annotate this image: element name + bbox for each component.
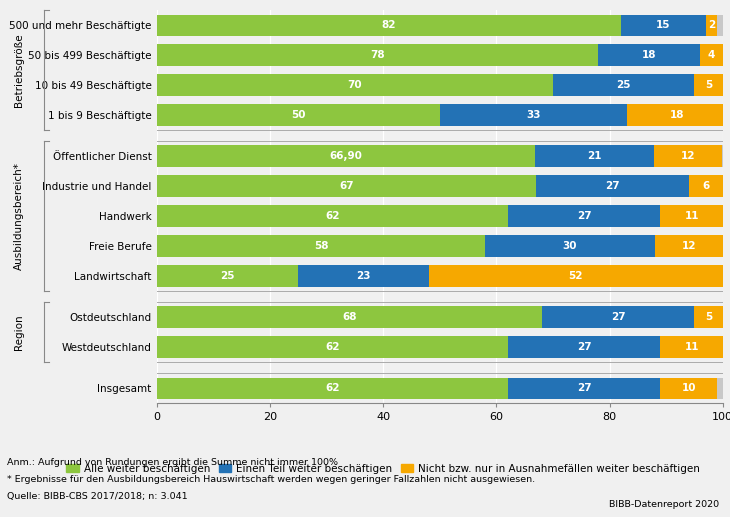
Bar [157, 205, 508, 227]
Bar [654, 145, 722, 167]
Text: Region: Region [14, 314, 24, 350]
Text: 62: 62 [325, 383, 339, 393]
Text: 12: 12 [682, 241, 696, 251]
Text: 18: 18 [670, 110, 685, 120]
Bar [620, 14, 706, 36]
Bar [157, 145, 723, 167]
Bar [157, 74, 723, 96]
Text: * Ergebnisse für den Ausbildungsbereich Hauswirtschaft werden wegen geringer Fal: * Ergebnisse für den Ausbildungsbereich … [7, 475, 535, 483]
Bar [157, 307, 542, 328]
Text: 27: 27 [577, 383, 591, 393]
Bar [694, 307, 723, 328]
Bar [439, 104, 626, 126]
Bar [157, 74, 553, 96]
Text: 30: 30 [563, 241, 577, 251]
Text: 25: 25 [220, 271, 235, 281]
Bar [157, 205, 723, 227]
Bar [429, 265, 723, 286]
Bar [508, 377, 661, 399]
Text: 12: 12 [681, 151, 696, 161]
Bar [626, 104, 729, 126]
Text: BIBB-Datenreport 2020: BIBB-Datenreport 2020 [609, 500, 719, 509]
Text: 15: 15 [656, 20, 671, 31]
Bar [157, 104, 439, 126]
Bar [157, 265, 299, 286]
Bar [542, 307, 694, 328]
Bar [661, 377, 717, 399]
Text: 21: 21 [588, 151, 602, 161]
Text: 27: 27 [605, 181, 620, 191]
Text: 4: 4 [707, 50, 715, 60]
Bar [157, 14, 723, 36]
Bar [485, 235, 655, 257]
Text: 27: 27 [577, 342, 591, 352]
Bar [700, 44, 723, 66]
Bar [157, 235, 485, 257]
Bar [706, 14, 717, 36]
Text: Anm.: Aufgrund von Rundungen ergibt die Summe nicht immer 100%: Anm.: Aufgrund von Rundungen ergibt die … [7, 458, 338, 466]
Text: 18: 18 [642, 50, 656, 60]
Bar [157, 336, 723, 358]
Bar [536, 175, 689, 197]
Bar [508, 336, 661, 358]
Text: 52: 52 [569, 271, 583, 281]
Bar [655, 235, 723, 257]
Text: 62: 62 [325, 342, 339, 352]
Text: 10: 10 [682, 383, 696, 393]
Bar [157, 307, 723, 328]
Bar [157, 265, 723, 286]
Bar [157, 377, 508, 399]
Text: 67: 67 [339, 181, 354, 191]
Text: 58: 58 [314, 241, 328, 251]
Bar [157, 175, 536, 197]
Bar [157, 175, 723, 197]
Text: 62: 62 [325, 211, 339, 221]
Bar [157, 44, 598, 66]
Text: 23: 23 [356, 271, 371, 281]
Bar [694, 74, 723, 96]
Text: 70: 70 [347, 80, 362, 90]
Bar [299, 265, 429, 286]
Bar [688, 175, 723, 197]
Text: 27: 27 [577, 211, 591, 221]
Text: 25: 25 [616, 80, 631, 90]
Bar [508, 205, 661, 227]
Text: 5: 5 [705, 312, 712, 322]
Bar [157, 145, 535, 167]
Text: 11: 11 [684, 342, 699, 352]
Text: 33: 33 [526, 110, 540, 120]
Text: 5: 5 [705, 80, 712, 90]
Bar [661, 336, 723, 358]
Bar [157, 104, 723, 126]
Text: 78: 78 [370, 50, 385, 60]
Bar [157, 14, 620, 36]
Bar [553, 74, 694, 96]
Bar [157, 336, 508, 358]
Bar [598, 44, 700, 66]
Bar [157, 235, 723, 257]
Text: 82: 82 [382, 20, 396, 31]
Bar [661, 205, 723, 227]
Bar [157, 44, 723, 66]
Bar [535, 145, 654, 167]
Text: 27: 27 [611, 312, 626, 322]
Text: 68: 68 [342, 312, 356, 322]
Legend: Alle weiter beschäftigen, Einen Teil weiter beschäftigen, Nicht bzw. nur in Ausn: Alle weiter beschäftigen, Einen Teil wei… [62, 460, 704, 478]
Text: 50: 50 [291, 110, 306, 120]
Text: 2: 2 [708, 20, 715, 31]
Bar [157, 377, 723, 399]
Text: Quelle: BIBB-CBS 2017/2018; n: 3.041: Quelle: BIBB-CBS 2017/2018; n: 3.041 [7, 492, 188, 501]
Text: 11: 11 [684, 211, 699, 221]
Text: Betriebsgröße: Betriebsgröße [14, 33, 24, 107]
Text: 6: 6 [702, 181, 710, 191]
Text: Ausbildungsbereich*: Ausbildungsbereich* [14, 162, 24, 270]
Text: 66,90: 66,90 [330, 151, 363, 161]
